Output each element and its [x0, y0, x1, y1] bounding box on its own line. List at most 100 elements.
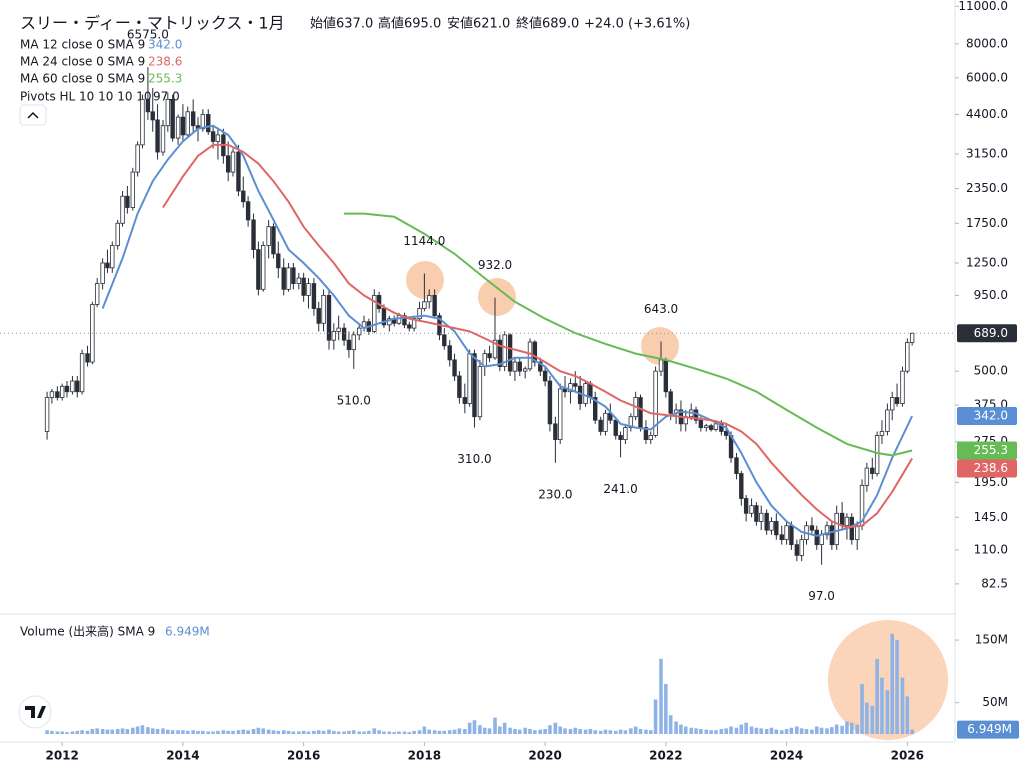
volume-bar	[875, 658, 879, 734]
volume-bar	[110, 729, 115, 734]
candle-body	[372, 294, 377, 332]
candle-body	[598, 419, 603, 432]
candle-body	[175, 116, 181, 139]
candle-body	[271, 226, 276, 255]
legend-value: 342.0	[148, 38, 182, 52]
volume-bar	[719, 728, 724, 734]
candle-body	[547, 380, 553, 425]
volume-bar	[633, 726, 638, 734]
volume-bar	[146, 727, 150, 734]
volume-bar	[799, 728, 804, 734]
volume-bar	[251, 728, 256, 734]
last-price-box	[957, 324, 1017, 343]
legend-value: 238.6	[148, 55, 182, 69]
candle-body	[120, 195, 125, 224]
volume-bar	[885, 690, 890, 734]
pivot-high-label: 932.0	[478, 258, 512, 272]
candle-body	[734, 457, 739, 474]
volume-bar	[176, 730, 180, 734]
volume-bar	[629, 728, 633, 734]
x-tick-label: 2022	[649, 749, 682, 763]
volume-bar	[276, 730, 281, 734]
volume-bar	[367, 730, 371, 734]
candle-body	[613, 419, 618, 436]
y-tick-label: 4400.0	[966, 107, 1008, 121]
candle-body	[769, 521, 774, 531]
volume-bar	[261, 728, 265, 734]
candle-body	[256, 249, 261, 290]
volume-bar	[517, 729, 522, 734]
candle-body	[346, 339, 352, 351]
quote-open: 始値637.0	[310, 16, 373, 32]
candle-body	[558, 388, 563, 441]
volume-bar	[155, 728, 160, 734]
volume-bar	[502, 722, 507, 734]
volume-bar	[351, 730, 356, 734]
candle-body	[140, 98, 145, 146]
volume-bar	[659, 658, 663, 734]
candle-body	[190, 111, 196, 127]
candle-body	[407, 324, 412, 329]
y-tick-label: 8000.0	[966, 36, 1008, 50]
candle-body	[638, 397, 643, 428]
candle-body	[447, 345, 452, 361]
volume-bar	[392, 732, 396, 734]
volume-bar	[508, 727, 512, 734]
candle-body	[150, 111, 155, 121]
volume-bar	[472, 720, 477, 734]
candle-body	[432, 294, 437, 317]
candle-body	[245, 201, 251, 221]
volume-bar	[432, 730, 437, 734]
volume-bar	[769, 727, 774, 734]
volume-bar	[729, 726, 733, 734]
candle-body	[849, 516, 854, 541]
volume-bar	[306, 731, 311, 734]
candle-body	[789, 525, 794, 546]
volume-bar	[825, 728, 829, 734]
candle-body	[341, 327, 347, 341]
candle-body	[658, 359, 664, 372]
volume-bar	[332, 730, 336, 734]
volume-bar	[548, 725, 552, 734]
collapse-button[interactable]	[19, 104, 47, 126]
volume-bar	[412, 730, 416, 734]
candle-body	[225, 155, 231, 173]
x-tick-label: 2020	[528, 749, 561, 763]
ma-value-box	[957, 459, 1017, 478]
candle-body	[442, 334, 447, 347]
candle-body	[206, 114, 211, 133]
volume-bar	[236, 730, 241, 734]
candle-body	[125, 195, 130, 208]
quote-low: 安値621.0	[447, 16, 510, 32]
volume-bar	[714, 730, 718, 734]
volume-bar	[301, 730, 306, 734]
volume-bar	[150, 728, 155, 734]
volume-bar	[357, 731, 361, 734]
candle-body	[356, 327, 362, 336]
candle-body	[165, 98, 171, 127]
candle-body	[542, 370, 548, 382]
volume-bar	[593, 730, 598, 734]
candle-body	[94, 283, 100, 305]
volume-bar	[553, 722, 558, 734]
x-tick-label: 2016	[287, 749, 320, 763]
y-tick-label: 195.0	[974, 475, 1008, 489]
candle-body	[663, 359, 669, 393]
pivot-low-label: 230.0	[538, 487, 572, 501]
quote-change: +24.0 (+3.61%)	[584, 17, 690, 32]
candle-body	[135, 144, 140, 173]
volume-bar	[211, 731, 215, 734]
candle-body	[230, 151, 236, 173]
candle-body	[809, 525, 815, 531]
volume-bar	[65, 732, 69, 734]
pivot-low-label: 97.0	[808, 589, 835, 603]
candle-body	[85, 353, 90, 363]
candle-body	[497, 339, 503, 367]
volume-bar	[558, 726, 563, 734]
candle-body	[724, 431, 729, 436]
highlight-circle	[641, 327, 679, 365]
candle-body	[351, 334, 356, 351]
candle-body	[331, 331, 337, 341]
volume-bar	[120, 728, 125, 734]
candle-body	[799, 539, 804, 556]
